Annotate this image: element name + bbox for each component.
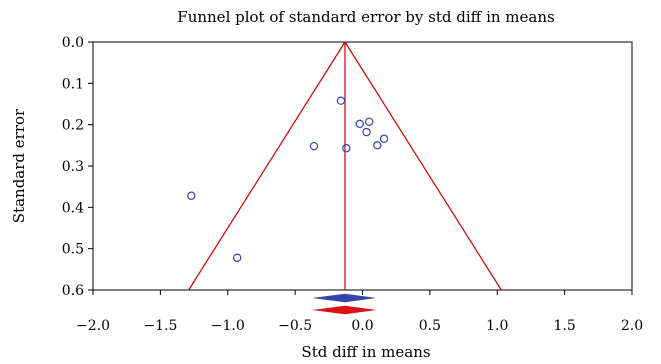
x-tick-label: 1.0 (486, 318, 508, 334)
funnel-layer (188, 41, 502, 291)
x-tick-label: −1.0 (211, 318, 245, 334)
summary-diamond (313, 293, 375, 303)
y-axis-label: Standard error (10, 108, 28, 223)
study-point (379, 134, 389, 143)
summary-diamond (313, 305, 375, 315)
y-tick-label: 0.0 (62, 35, 84, 51)
study-point (355, 119, 365, 129)
points-layer (187, 96, 389, 262)
y-tick-label: 0.6 (62, 283, 84, 299)
x-tick-label: −0.5 (278, 318, 312, 334)
x-axis-label: Std diff in means (301, 343, 430, 361)
study-point (336, 96, 346, 105)
x-tick-label: −2.0 (76, 318, 110, 334)
study-point (365, 117, 374, 126)
x-tick-label: 0.5 (419, 318, 441, 334)
x-tick-label: 1.5 (553, 318, 575, 334)
x-tick-label: 0.0 (351, 318, 373, 334)
x-tick-label: 2.0 (621, 318, 643, 334)
study-point (309, 141, 319, 151)
study-point (342, 144, 351, 153)
x-ticks: −2.0 −1.5 −1.0 −0.5 0.0 0.5 1.0 1.5 2.0 (76, 290, 643, 334)
funnel-right-line (344, 41, 502, 291)
y-tick-label: 0.5 (62, 242, 84, 258)
summary-diamonds (313, 293, 375, 315)
plot-frame (92, 41, 633, 291)
funnel-left-line (188, 41, 346, 291)
y-tick-label: 0.3 (62, 159, 84, 175)
y-tick-label: 0.1 (62, 76, 84, 92)
y-tick-label: 0.4 (62, 200, 84, 216)
study-point (187, 191, 196, 200)
study-point (232, 253, 242, 262)
study-point (373, 141, 382, 150)
x-tick-label: −1.5 (143, 318, 177, 334)
study-point (362, 127, 371, 137)
chart-title: Funnel plot of standard error by std dif… (177, 8, 554, 26)
y-ticks: 0.0 0.1 0.2 0.3 0.4 0.5 0.6 (62, 35, 93, 299)
y-tick-label: 0.2 (62, 118, 84, 134)
